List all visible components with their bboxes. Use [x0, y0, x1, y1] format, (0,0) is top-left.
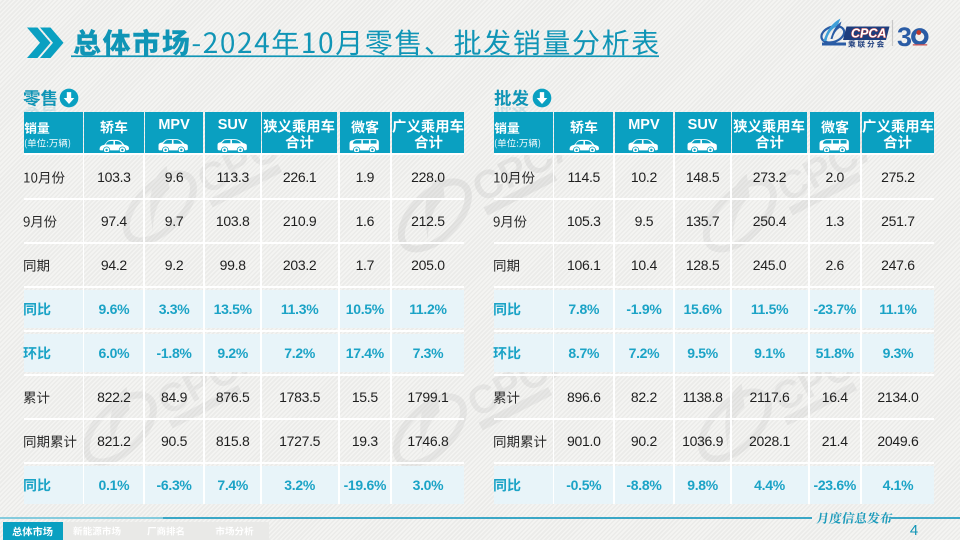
svg-text:3: 3 — [897, 22, 912, 52]
svg-text:CPCA: CPCA — [851, 27, 886, 41]
